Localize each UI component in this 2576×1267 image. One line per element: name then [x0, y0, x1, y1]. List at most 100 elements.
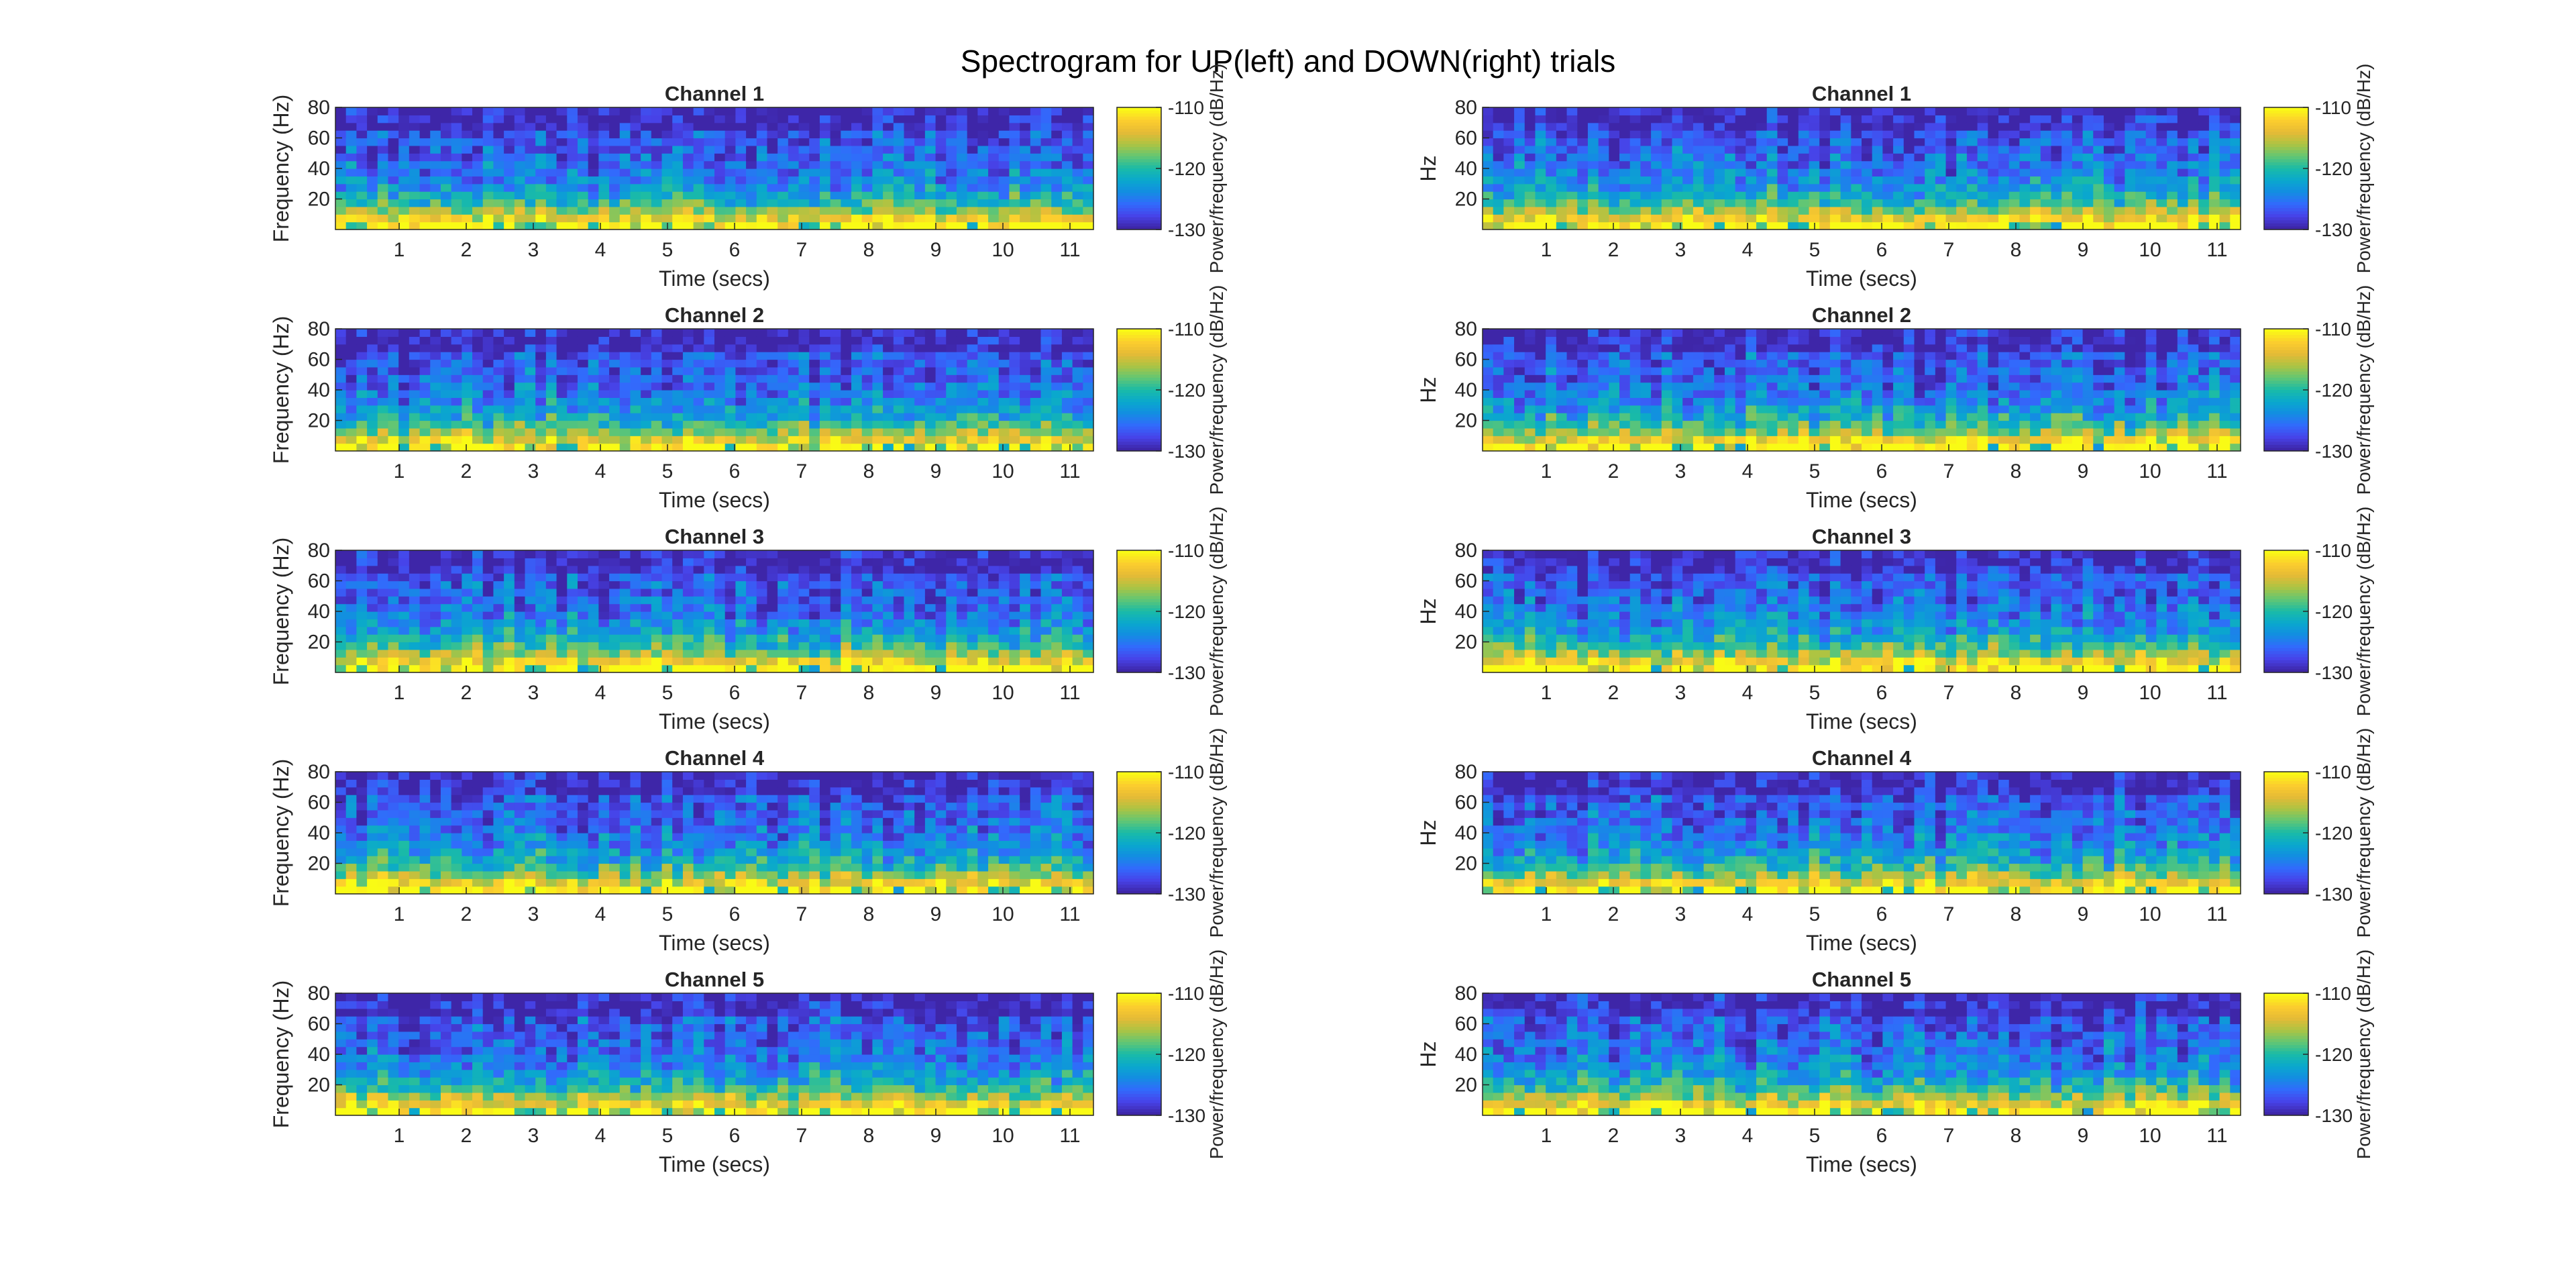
heatmap-cell	[1083, 153, 1094, 162]
heatmap-cell	[630, 550, 641, 558]
heatmap-cell	[661, 374, 673, 383]
heatmap-cell	[472, 374, 484, 383]
colorbar-swatch	[1117, 666, 1161, 670]
heatmap-cell	[841, 596, 852, 605]
heatmap-cell	[841, 115, 852, 123]
heatmap-cell	[861, 221, 873, 230]
heatmap-cell	[588, 825, 599, 833]
heatmap-cell	[956, 436, 968, 444]
heatmap-cell	[914, 809, 926, 818]
heatmap-cell	[388, 870, 399, 879]
heatmap-cell	[356, 206, 368, 215]
heatmap-cell	[851, 619, 863, 627]
x-tick-label: 3	[528, 903, 539, 925]
heatmap-cell	[798, 779, 810, 788]
heatmap-cell	[409, 787, 421, 795]
heatmap-cell	[377, 214, 389, 223]
heatmap-cell	[935, 153, 947, 162]
heatmap-cell	[946, 405, 957, 413]
heatmap-cell	[588, 145, 599, 154]
heatmap-cell	[893, 153, 905, 162]
heatmap-cell	[841, 573, 852, 582]
heatmap-cell	[661, 802, 673, 811]
heatmap-cell	[1072, 573, 1083, 582]
heatmap-cell	[388, 359, 399, 368]
colorbar-tick-label: -130	[1168, 219, 1205, 240]
heatmap-cell	[651, 397, 663, 406]
heatmap-cell	[935, 809, 947, 818]
heatmap-cell	[988, 359, 1000, 368]
heatmap-cell	[356, 374, 368, 383]
heatmap-cell	[809, 436, 820, 444]
colorbar-swatch	[1117, 559, 1161, 563]
heatmap-cell	[430, 122, 441, 131]
heatmap-cell	[704, 596, 715, 605]
heatmap-cell	[861, 802, 873, 811]
heatmap-cell	[861, 619, 873, 627]
heatmap-cell	[704, 329, 715, 337]
heatmap-cell	[756, 115, 768, 123]
heatmap-cell	[956, 603, 968, 612]
heatmap-cell	[682, 168, 694, 176]
heatmap-cell	[356, 1100, 368, 1109]
heatmap-cell	[809, 145, 820, 154]
heatmap-cell	[1061, 344, 1073, 352]
heatmap-cell	[535, 779, 547, 788]
heatmap-cell	[767, 153, 778, 162]
heatmap-cell	[545, 649, 557, 658]
heatmap-cell	[345, 138, 357, 146]
heatmap-cell	[1009, 443, 1020, 452]
heatmap-cell	[451, 626, 462, 635]
heatmap-cell	[967, 565, 978, 574]
heatmap-cell	[398, 565, 410, 574]
heatmap-cell	[409, 611, 421, 619]
heatmap-cell	[388, 107, 399, 115]
heatmap-cell	[525, 657, 536, 666]
heatmap-cell	[525, 199, 536, 207]
heatmap-cell	[883, 825, 894, 833]
x-tick-label: 6	[729, 682, 741, 704]
heatmap-cell	[851, 603, 863, 612]
heatmap-cell	[398, 588, 410, 597]
heatmap-cell	[630, 809, 641, 818]
heatmap-cell	[956, 427, 968, 436]
heatmap-cell	[1009, 580, 1020, 589]
heatmap-cell	[977, 817, 989, 826]
heatmap-cell	[514, 382, 526, 391]
heatmap-cell	[630, 878, 641, 887]
heatmap-cell	[883, 443, 894, 452]
colorbar-swatch	[1117, 138, 1161, 142]
heatmap-cell	[661, 840, 673, 849]
heatmap-cell	[377, 870, 389, 879]
heatmap-cell	[756, 840, 768, 849]
heatmap-cell	[1072, 626, 1083, 635]
heatmap-cell	[767, 802, 778, 811]
heatmap-cell	[998, 833, 1010, 841]
heatmap-cell	[756, 336, 768, 345]
heatmap-cell	[430, 642, 441, 650]
heatmap-cell	[1083, 664, 1094, 673]
heatmap-cell	[482, 611, 494, 619]
heatmap-cell	[883, 130, 894, 139]
heatmap-cell	[1040, 221, 1052, 230]
heatmap-cell	[398, 122, 410, 131]
heatmap-cell	[682, 642, 694, 650]
heatmap-cell	[967, 382, 978, 391]
heatmap-cell	[1009, 382, 1020, 391]
heatmap-cell	[409, 397, 421, 406]
colorbar-swatch	[1117, 823, 1161, 827]
heatmap-cell	[556, 366, 568, 375]
heatmap-cell	[977, 176, 989, 185]
heatmap-cell	[819, 619, 831, 627]
heatmap-cell	[967, 802, 978, 811]
heatmap-cell	[746, 214, 757, 223]
heatmap-cell	[609, 107, 621, 115]
heatmap-cell	[1020, 122, 1031, 131]
heatmap-cell	[809, 138, 820, 146]
heatmap-cell	[409, 130, 421, 139]
heatmap-cell	[914, 366, 926, 375]
colorbar-label: Power/frequency (dB/Hz)	[1206, 507, 1227, 717]
heatmap-cell	[367, 848, 378, 856]
heatmap-cell	[851, 664, 863, 673]
heatmap-cell	[798, 107, 810, 115]
